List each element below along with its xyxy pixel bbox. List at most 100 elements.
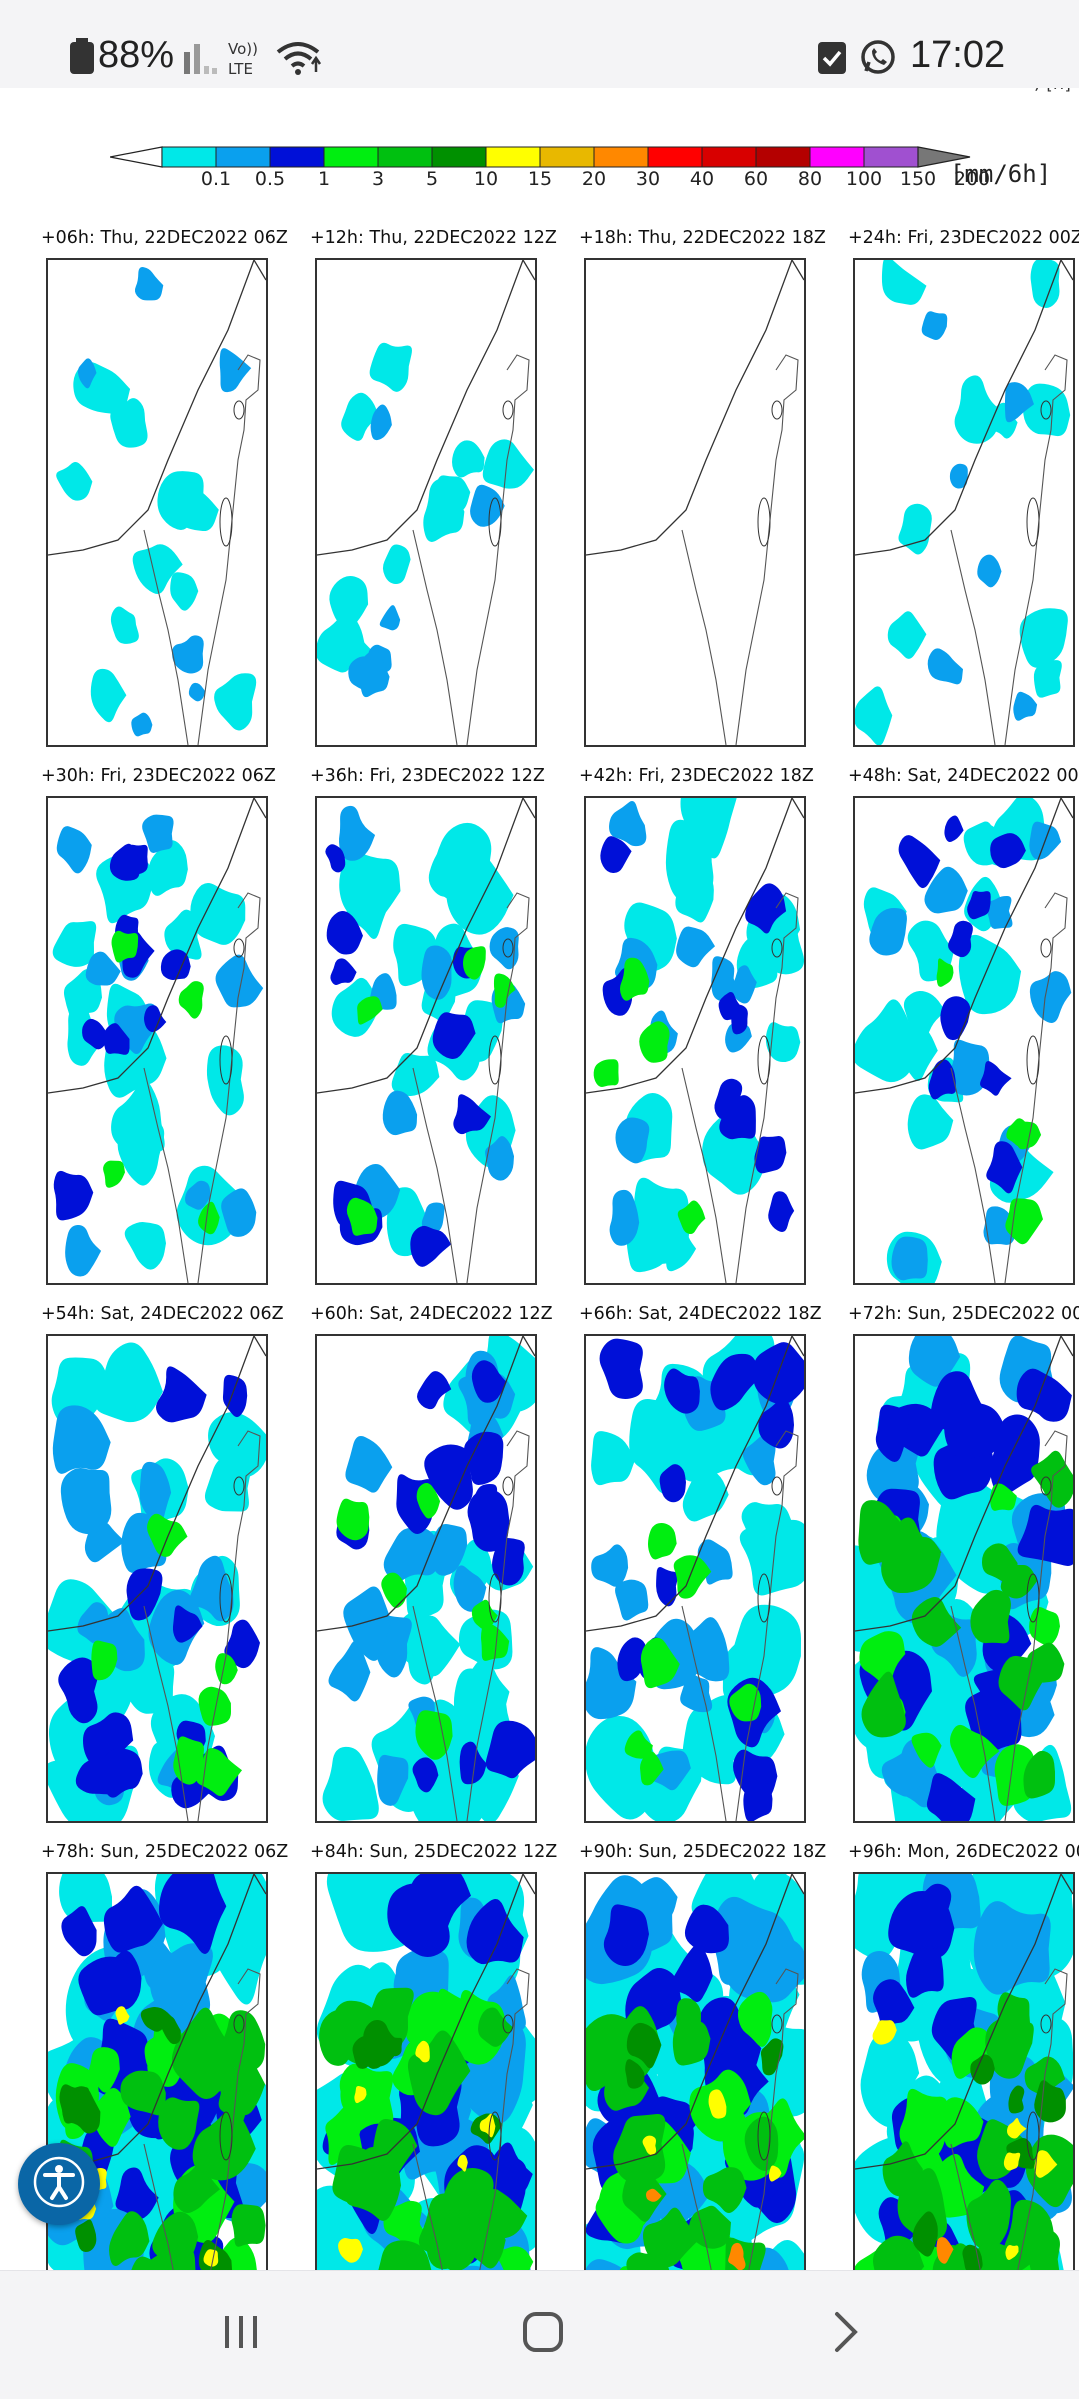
precip-area — [648, 1523, 677, 1559]
colorbar-segment — [648, 147, 702, 167]
forecast-map-panel — [46, 258, 268, 747]
precip-area — [427, 2214, 463, 2269]
forecast-map-panel — [46, 1334, 268, 1823]
precip-area — [452, 440, 485, 477]
panel-title: +18h: Thu, 22DEC2022 18Z — [579, 228, 826, 248]
precip-area — [323, 1747, 379, 1821]
precip-area — [743, 1779, 772, 1821]
precip-area — [970, 1590, 1011, 1644]
precip-area — [882, 260, 927, 305]
sea-of-galilee-outline — [234, 401, 244, 419]
precip-area — [57, 826, 92, 873]
precip-area — [908, 1094, 954, 1149]
panel-title: +54h: Sat, 24DEC2022 06Z — [41, 1304, 284, 1324]
panel-title: +42h: Fri, 23DEC2022 18Z — [579, 766, 814, 786]
precip-area — [131, 713, 152, 737]
precip-area — [1031, 260, 1060, 308]
colorbar-tick-label: 1 — [318, 168, 330, 190]
dead-sea-outline — [758, 1036, 770, 1084]
colorbar — [110, 146, 980, 170]
forecast-map-panel — [315, 1334, 537, 1823]
forecast-map-panel — [315, 258, 537, 747]
sea-of-galilee-outline — [1041, 939, 1051, 957]
precip-area — [95, 1342, 163, 1422]
accessibility-button[interactable] — [18, 2143, 100, 2225]
precip-area — [892, 1237, 928, 1281]
precip-area — [383, 1091, 417, 1135]
precip-area — [594, 1059, 619, 1087]
panel-title: +30h: Fri, 23DEC2022 06Z — [41, 766, 276, 786]
precip-area — [216, 955, 264, 1008]
checkbox-notification-icon — [818, 42, 846, 79]
precip-area — [65, 1225, 101, 1277]
status-bar: 88% Vo))LTE 17:02 — [0, 0, 1079, 88]
back-button[interactable] — [800, 2299, 890, 2369]
sea-of-galilee-outline — [772, 1477, 782, 1495]
colorbar-segment — [702, 147, 756, 167]
home-button[interactable] — [498, 2299, 588, 2369]
colorbar-segment — [540, 147, 594, 167]
volte-lte-icon: Vo))LTE — [226, 38, 266, 83]
colorbar-segment — [216, 147, 270, 167]
panel-title: +12h: Thu, 22DEC2022 12Z — [310, 228, 557, 248]
precip-area — [928, 648, 963, 684]
precip-area — [1030, 971, 1071, 1023]
forecast-map-panel — [46, 796, 268, 1285]
sea-of-galilee-outline — [234, 939, 244, 957]
forecast-map-panel — [315, 796, 537, 1285]
recent-apps-icon — [221, 2312, 261, 2357]
accessibility-icon — [33, 2156, 85, 2213]
precip-area — [383, 544, 411, 584]
precip-area — [54, 1171, 94, 1221]
precip-area — [948, 921, 973, 957]
precip-area — [639, 1021, 669, 1063]
precip-area — [61, 1468, 111, 1534]
precip-area — [189, 683, 205, 701]
precip-area — [855, 686, 892, 745]
clock-time: 17:02 — [910, 34, 1005, 77]
colorbar-segment — [486, 147, 540, 167]
panel-title: +24h: Fri, 23DEC2022 00Z — [848, 228, 1079, 248]
precip-area — [339, 806, 375, 861]
colorbar-segment — [594, 147, 648, 167]
colorbar-segment — [378, 147, 432, 167]
precip-area — [922, 311, 948, 340]
forecast-map-panel — [853, 796, 1075, 1285]
colorbar-tick-label: 15 — [528, 168, 552, 190]
precip-area — [600, 1339, 643, 1399]
colorbar-tick-label: 30 — [636, 168, 660, 190]
panel-title: +66h: Sat, 24DEC2022 18Z — [579, 1304, 822, 1324]
colorbar-tick-label: 150 — [900, 168, 936, 190]
colorbar-tick-label: 10 — [474, 168, 498, 190]
panel-title: +48h: Sat, 24DEC2022 00Z — [848, 766, 1079, 786]
precip-area — [172, 635, 204, 673]
wifi-icon — [274, 38, 322, 83]
precip-area — [615, 1580, 648, 1621]
cut-off-label: /[ʌ] — [1034, 88, 1073, 93]
dead-sea-outline — [1027, 1036, 1039, 1084]
recent-apps-button[interactable] — [196, 2299, 286, 2369]
precip-area — [656, 1567, 678, 1606]
home-icon — [521, 2310, 565, 2359]
colorbar-tick-label: 40 — [690, 168, 714, 190]
colorbar-tick-label: 60 — [744, 168, 768, 190]
colorbar-segment — [864, 147, 918, 167]
precip-area — [199, 1687, 231, 1726]
panel-title: +36h: Fri, 23DEC2022 12Z — [310, 766, 545, 786]
country-border — [682, 355, 798, 745]
precip-area — [1020, 608, 1068, 668]
colorbar-tick-label: 5 — [426, 168, 438, 190]
precip-area — [591, 1544, 628, 1586]
colorbar-tick-label: 100 — [846, 168, 882, 190]
signal-icon — [184, 40, 218, 79]
panel-title: +06h: Thu, 22DEC2022 06Z — [41, 228, 288, 248]
forecast-map-panel — [315, 1872, 537, 2270]
precip-area — [898, 504, 931, 555]
precip-area — [591, 1431, 635, 1485]
battery-percent: 88% — [98, 34, 174, 77]
precip-area — [214, 673, 256, 730]
precip-area — [1013, 692, 1037, 721]
precip-area — [91, 669, 127, 722]
colorbar-tick-label: 80 — [798, 168, 822, 190]
precip-area — [888, 611, 927, 659]
